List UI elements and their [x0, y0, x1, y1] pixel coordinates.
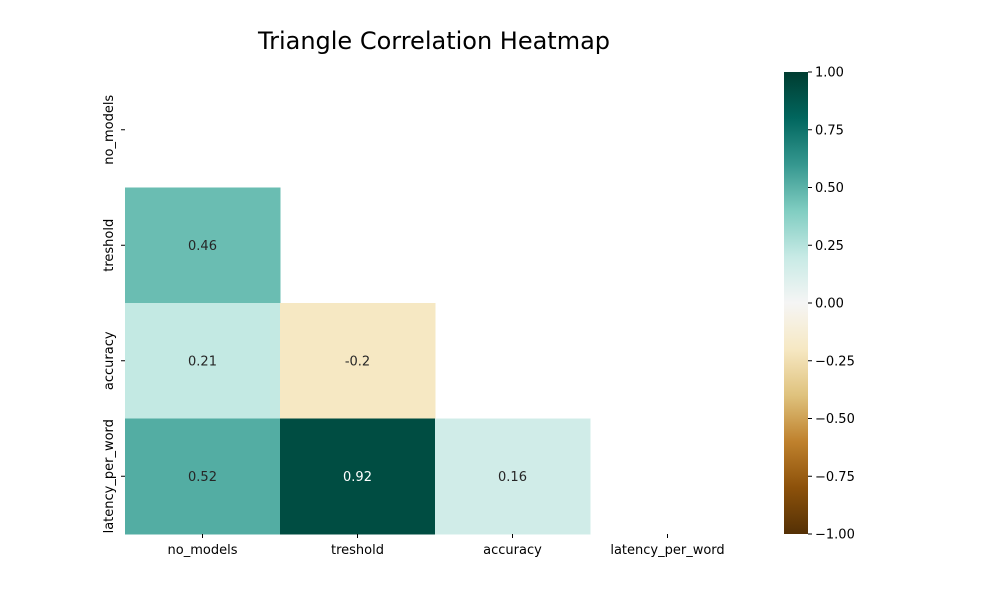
- colorbar-tick-label: −0.75: [815, 470, 855, 485]
- y-tick-label: latency_per_word: [102, 419, 117, 533]
- x-axis: no_models treshold accuracy latency_per_wor…: [168, 534, 725, 558]
- colorbar: −1.00 −0.75 −0.50 −0.25 0.00 0.25 0.50 0.75 1.00: [784, 66, 855, 543]
- heatmap-cell: [435, 418, 591, 535]
- y-axis: no_models treshold accuracy latency_per_wor…: [102, 95, 125, 533]
- colorbar-tick-label: −0.50: [815, 412, 855, 427]
- heatmap-cell: [125, 187, 281, 304]
- heatmap-cell: [280, 418, 436, 535]
- colorbar-tick-label: −1.00: [815, 528, 855, 543]
- y-tick-label: no_models: [102, 95, 117, 165]
- cell-value-label: 0.21: [188, 354, 217, 369]
- heatmap-cells: 0.46 0.21 -0.2 0.52 0.92 0.16: [125, 187, 591, 535]
- colorbar-gradient: [784, 72, 808, 534]
- colorbar-tick-label: 0.50: [815, 181, 844, 196]
- heatmap-cell: [125, 418, 281, 535]
- heatmap-cell: [280, 303, 436, 419]
- cell-value-label: 0.52: [188, 470, 217, 485]
- y-tick-label: accuracy: [102, 331, 117, 390]
- chart-title: Triangle Correlation Heatmap: [257, 27, 610, 55]
- cell-value-label: -0.2: [345, 354, 370, 369]
- colorbar-tick-label: 0.00: [815, 297, 844, 312]
- x-tick-label: latency_per_word: [610, 543, 724, 558]
- cell-value-label: 0.92: [343, 470, 372, 485]
- colorbar-tick-label: 0.25: [815, 239, 844, 254]
- x-tick-label: no_models: [168, 543, 238, 558]
- cell-value-label: 0.16: [498, 470, 527, 485]
- colorbar-tick-label: 0.75: [815, 123, 844, 138]
- colorbar-tick-label: −0.25: [815, 354, 855, 369]
- y-tick-label: treshold: [102, 219, 117, 272]
- x-tick-label: treshold: [331, 543, 384, 558]
- x-tick-label: accuracy: [483, 543, 542, 558]
- colorbar-tick-label: 1.00: [815, 66, 844, 81]
- cell-value-label: 0.46: [188, 239, 217, 254]
- heatmap-cell: [125, 303, 281, 419]
